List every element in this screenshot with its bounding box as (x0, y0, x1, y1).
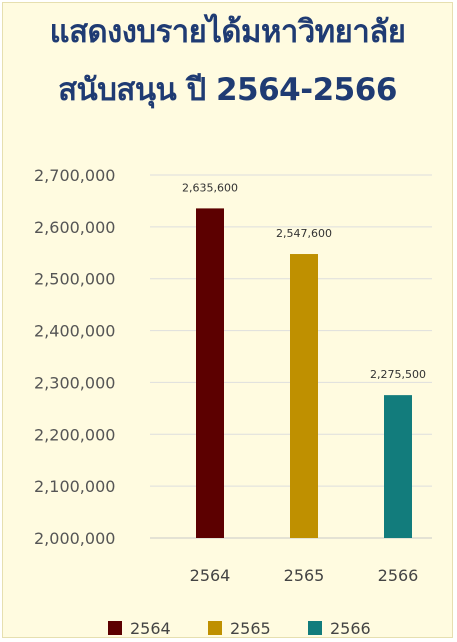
y-tick-label: 2,300,000 (34, 373, 115, 392)
data-label: 2,635,600 (182, 181, 238, 194)
bar-2564 (196, 208, 224, 538)
x-tick-label: 2566 (378, 566, 419, 585)
legend-swatch (208, 621, 222, 635)
y-tick-label: 2,400,000 (34, 322, 115, 341)
x-tick-label: 2564 (190, 566, 231, 585)
y-tick-label: 2,200,000 (34, 425, 115, 444)
data-label: 2,547,600 (276, 227, 332, 240)
legend-label: 2564 (130, 619, 171, 638)
legend-label: 2566 (330, 619, 371, 638)
data-label: 2,275,500 (370, 368, 426, 381)
y-tick-label: 2,100,000 (34, 477, 115, 496)
y-tick-label: 2,500,000 (34, 270, 115, 289)
legend-label: 2565 (230, 619, 271, 638)
legend-swatch (108, 621, 122, 635)
chart-card: แสดงงบรายได้มหาวิทยาลัย สนับสนุน ปี 2564… (2, 2, 453, 638)
y-tick-label: 2,600,000 (34, 218, 115, 237)
chart-title-line-1: แสดงงบรายได้มหาวิทยาลัย (49, 14, 406, 50)
bar-2566 (384, 395, 412, 538)
legend-swatch (308, 621, 322, 635)
chart-title-line-2: สนับสนุน ปี 2564-2566 (58, 72, 397, 108)
y-tick-label: 2,000,000 (34, 529, 115, 548)
bar-2565 (290, 254, 318, 539)
x-tick-label: 2565 (284, 566, 325, 585)
y-tick-label: 2,700,000 (34, 166, 115, 185)
